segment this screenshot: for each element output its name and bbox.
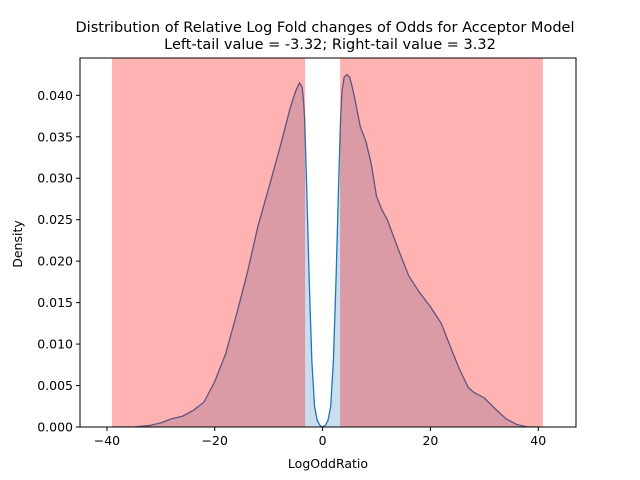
y-tick-label: 0.035 xyxy=(37,129,73,144)
y-tick-label: 0.030 xyxy=(37,171,73,186)
plot-area xyxy=(111,58,544,427)
x-tick-label: −20 xyxy=(202,433,228,448)
plot-inner xyxy=(111,58,544,427)
x-axis-label: LogOddRatio xyxy=(288,456,368,471)
tail-region-left xyxy=(111,58,306,427)
chart-subtitle: Left-tail value = -3.32; Right-tail valu… xyxy=(164,37,496,53)
y-tick-label: 0.020 xyxy=(37,254,73,269)
x-tick-label: −40 xyxy=(94,433,120,448)
axes-frame xyxy=(79,57,577,428)
chart-title: Distribution of Relative Log Fold change… xyxy=(76,20,575,36)
axes: −40 −20 0 20 40 0.000 0.005 0.010 0.015 0.020 0.02… xyxy=(37,57,577,448)
y-tick-label: 0.040 xyxy=(37,88,73,103)
y-tick-label: 0.005 xyxy=(37,378,73,393)
title: Distribution of Relative Log Fold change… xyxy=(76,20,575,53)
tail-region-right xyxy=(340,58,544,427)
y-tick-label: 0.025 xyxy=(37,212,73,227)
y-tick-label: 0.010 xyxy=(37,337,73,352)
y-tick-label: 0.000 xyxy=(37,420,73,435)
x-tick-label: 20 xyxy=(422,433,438,448)
x-tick-label: 0 xyxy=(319,433,327,448)
y-tick-label: 0.015 xyxy=(37,295,73,310)
density-line-0 xyxy=(112,73,539,427)
density-area-0 xyxy=(112,74,539,427)
x-tick-label: 40 xyxy=(530,433,546,448)
y-axis-label: Density xyxy=(10,220,25,268)
